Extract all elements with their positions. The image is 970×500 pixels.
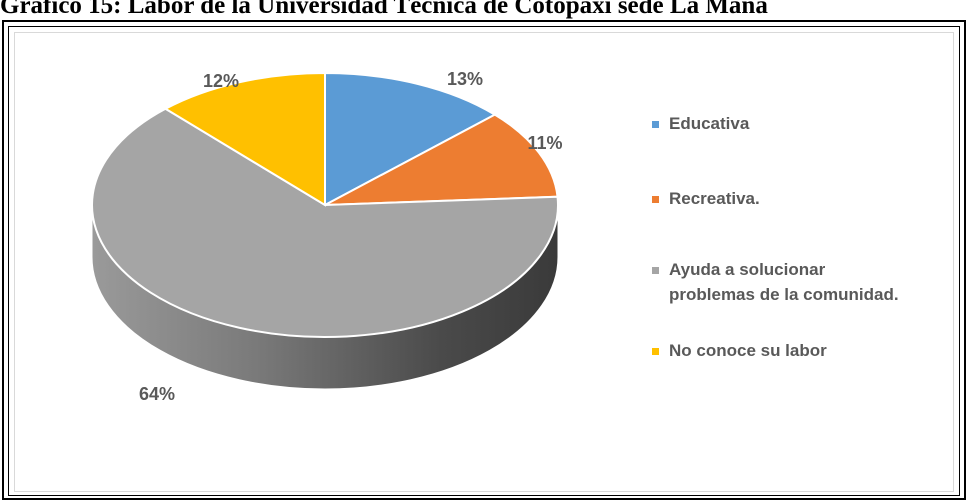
legend-swatch-ayuda-a-solucionar-problemas-de-la-comunidad	[652, 267, 659, 274]
data-label-educativa: 13%	[447, 69, 483, 89]
data-label-no-conoce-su-labor: 12%	[203, 71, 239, 91]
pie-slice-recreativa	[324, 113, 559, 206]
legend: Educativa Recreativa. Ayuda a solucionar pr…	[652, 114, 899, 360]
legend-swatch-no-conoce-su-labor	[652, 348, 659, 355]
pie-slice-no-conoce-su-labor	[163, 71, 326, 207]
data-label-recreativa: 11%	[527, 133, 562, 153]
data-label-ayuda-a-solucionar-problemas-de-la-comunidad: 64%	[139, 384, 175, 404]
legend-label-educativa: Educativa	[669, 114, 750, 133]
pie-top	[91, 71, 559, 338]
figure-caption: Gráfico 15: Labor de la Universidad Técn…	[0, 0, 768, 19]
legend-swatch-educativa	[652, 121, 659, 128]
legend-swatch-recreativa	[652, 196, 659, 203]
pie-slice-educativa	[324, 71, 497, 207]
legend-label-recreativa: Recreativa.	[669, 189, 760, 208]
legend-label-no-conoce-su-labor: No conoce su labor	[669, 341, 827, 360]
pie-slice-ayuda-a-solucionar-problemas-de-la-comunidad	[91, 107, 559, 338]
legend-label-ayuda-a-solucionar-problemas-de-la-comunidad: Ayuda a solucionar problemas de la comuni…	[669, 260, 899, 304]
